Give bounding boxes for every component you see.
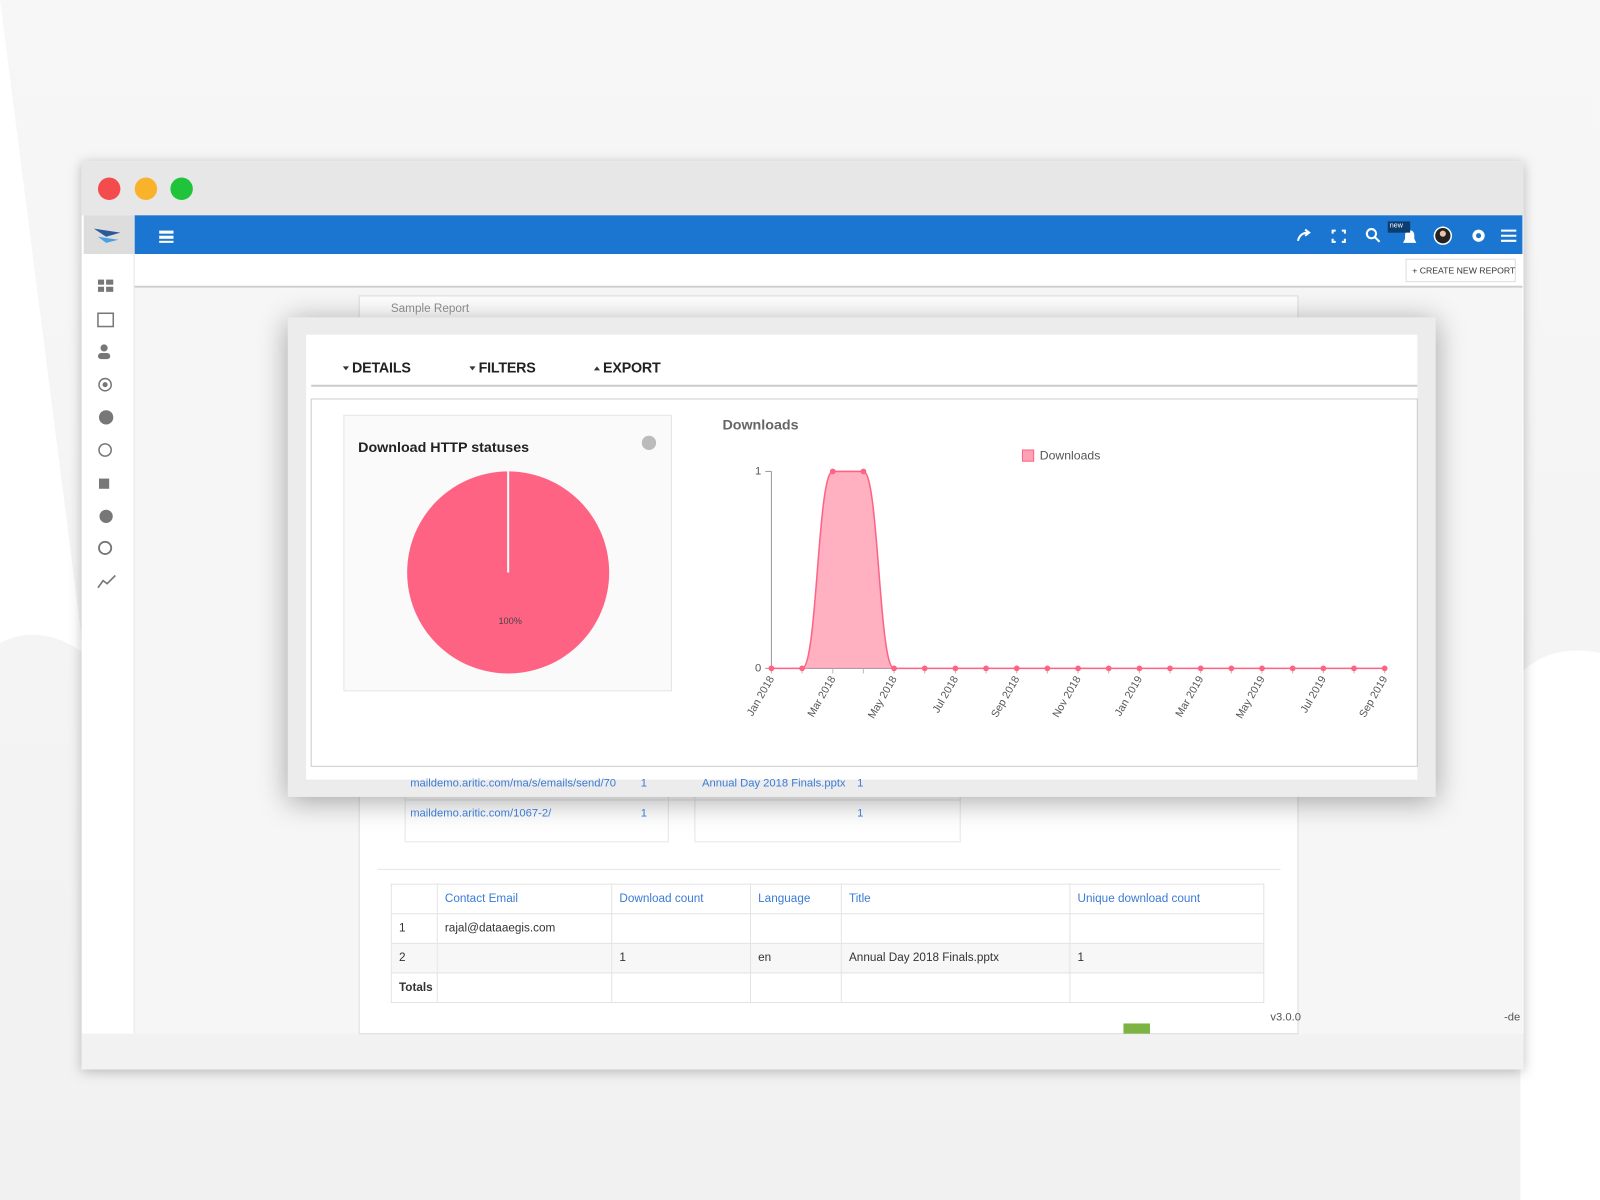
point (1381, 665, 1388, 672)
table-row: 2 1 en Annual Day 2018 Finals.pptx 1 (390, 942, 1265, 974)
table-cell: Annual Day 2018 Finals.pptx (840, 942, 1071, 974)
table-cell (611, 972, 752, 1004)
tab[interactable]: EXPORT (593, 359, 661, 376)
link-count: 1 (640, 807, 648, 820)
table-cell (436, 972, 613, 1004)
x-tick-label: Sep 2019 (1357, 674, 1390, 720)
x-tick-label: Mar 2018 (805, 674, 838, 719)
legend-swatch (1021, 449, 1035, 462)
x-tick-label: May 2018 (866, 674, 900, 721)
point (829, 468, 836, 475)
link-url: maildemo.aritic.com/ma/s/emails/send/70 (410, 777, 617, 790)
table-cell: 2 (390, 942, 438, 974)
point (1136, 665, 1143, 672)
link-url: maildemo.aritic.com/1067-2/ (410, 807, 552, 820)
x-tick-label: Jul 2019 (1298, 674, 1329, 715)
y-tick-label: 1 (755, 465, 761, 477)
table-cell: 1 (1069, 942, 1265, 974)
x-tick-label: Nov 2018 (1050, 674, 1083, 720)
point (860, 468, 867, 475)
report-table: Contact Email Download count Language Title… (390, 883, 1265, 1004)
report-title: Sample Report (390, 303, 470, 316)
table-cell (749, 913, 842, 944)
table-cell (840, 972, 1071, 1004)
create-report-button[interactable]: + CREATE NEW REPORT (1412, 265, 1516, 276)
x-tick-label: Jan 2018 (745, 674, 777, 718)
table-cell (611, 913, 752, 944)
point (1289, 665, 1296, 672)
tab-label[interactable]: EXPORT (603, 359, 661, 376)
tab[interactable]: FILTERS (469, 359, 536, 376)
new-badge: new (1389, 222, 1403, 230)
point (1320, 665, 1327, 672)
table-row: Totals (390, 972, 1265, 1004)
point (891, 665, 897, 672)
point (1259, 665, 1265, 672)
area-fill (771, 471, 1385, 669)
table-cell: rajal@dataaegis.com (436, 913, 613, 944)
table-row: 1 rajal@dataaegis.com (390, 913, 1265, 944)
point (1197, 665, 1204, 672)
footer-suffix: -de (1504, 1011, 1521, 1024)
file-title: Annual Day 2018 Finals.pptx (702, 777, 846, 790)
point (952, 665, 959, 672)
table-cell (840, 913, 1071, 944)
point (1044, 665, 1051, 672)
point (1013, 665, 1020, 672)
tab-label[interactable]: FILTERS (478, 359, 536, 376)
table-cell: en (749, 942, 842, 974)
point (983, 665, 989, 672)
point (921, 665, 928, 672)
line (771, 470, 1385, 670)
table-cell: Download count (611, 883, 752, 915)
file-count: 1 (857, 777, 864, 790)
point (768, 665, 775, 672)
x-tick-label: May 2019 (1234, 674, 1268, 721)
table-cell (436, 942, 613, 974)
version: v3.0.0 (1270, 1011, 1301, 1024)
table-cell: Contact Email (436, 883, 613, 915)
chart-title: Downloads (722, 418, 798, 434)
x-tick-label: Jan 2019 (1113, 674, 1145, 718)
point (1075, 665, 1081, 672)
tab[interactable]: DETAILS (342, 359, 411, 376)
point (1105, 665, 1112, 672)
table-cell (1069, 913, 1265, 944)
legend-label: Downloads (1040, 448, 1101, 462)
slice-label: 100% (498, 616, 521, 626)
x-tick-label: Sep 2018 (989, 674, 1022, 720)
chart-title: Download HTTP statuses (358, 440, 529, 456)
tab-label[interactable]: DETAILS (352, 359, 411, 376)
x-tick-label: Mar 2019 (1173, 674, 1206, 719)
point (799, 665, 805, 672)
x-tick-label: Jul 2018 (930, 674, 961, 715)
point (1228, 665, 1235, 672)
table-cell (749, 972, 842, 1004)
y-tick-label: 0 (755, 662, 761, 674)
table-cell: Unique download count (1069, 883, 1265, 915)
point (1351, 665, 1357, 672)
link-count: 1 (640, 777, 648, 790)
table-cell (1069, 972, 1265, 1004)
point (1167, 665, 1173, 672)
file-count: 1 (857, 807, 864, 820)
